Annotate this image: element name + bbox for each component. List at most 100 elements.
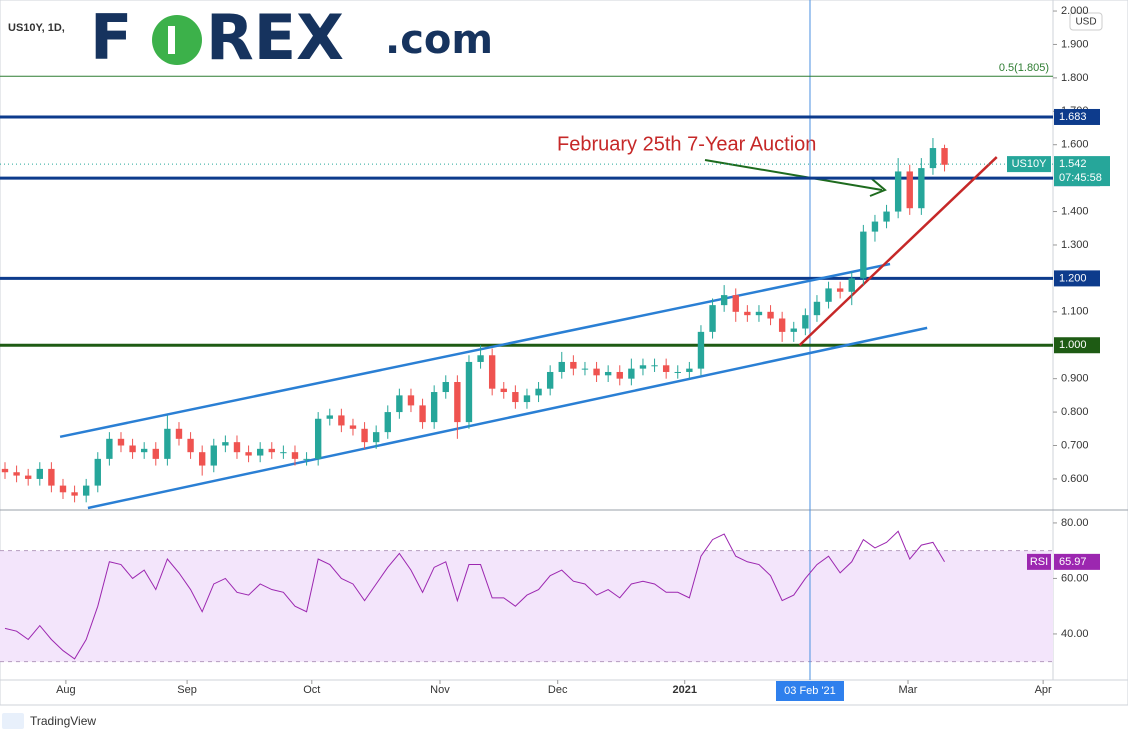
candle-body bbox=[349, 425, 357, 429]
candle-body bbox=[175, 428, 183, 439]
x-tick-label: Sep bbox=[177, 684, 197, 696]
level-tag bbox=[1054, 270, 1100, 287]
candle-body bbox=[419, 405, 426, 423]
candle-body bbox=[477, 355, 484, 362]
candle-body bbox=[187, 438, 194, 453]
y-tick-label: 0.700 bbox=[1061, 439, 1089, 451]
candle-body bbox=[802, 315, 809, 329]
candle-body bbox=[755, 311, 763, 316]
rsi-line bbox=[4, 530, 945, 660]
candle-body bbox=[686, 368, 693, 372]
candle-body bbox=[697, 331, 705, 369]
candle-body bbox=[558, 361, 565, 372]
candle-body bbox=[639, 365, 647, 369]
candle-body bbox=[210, 445, 217, 466]
candle-body bbox=[628, 368, 635, 379]
y-tick-label: 0.900 bbox=[1061, 373, 1089, 385]
candle-body bbox=[396, 395, 403, 413]
rsi-name-box bbox=[1027, 553, 1051, 570]
rsi-band bbox=[0, 550, 1053, 662]
candle-body bbox=[906, 171, 913, 209]
candle-body bbox=[465, 361, 473, 423]
logo-right: REX bbox=[206, 1, 344, 74]
y-tick-label: 1.300 bbox=[1061, 239, 1089, 251]
candle-body bbox=[303, 458, 310, 460]
candle-body bbox=[106, 438, 113, 459]
countdown: 07:45:58 bbox=[1059, 172, 1102, 184]
candle-body bbox=[720, 295, 728, 306]
candle-body bbox=[836, 288, 844, 292]
candle-body bbox=[860, 231, 867, 279]
level-tag-label: 1.200 bbox=[1059, 272, 1087, 284]
y-tick-label: 1.800 bbox=[1061, 72, 1089, 84]
candle-body bbox=[361, 428, 368, 443]
candle-body bbox=[372, 432, 380, 443]
candle-body bbox=[233, 442, 241, 453]
candle-body bbox=[314, 418, 322, 459]
candle-body bbox=[384, 412, 391, 433]
candle-body bbox=[338, 415, 345, 426]
rsi-tick-label: 60.00 bbox=[1061, 572, 1089, 584]
candle-body bbox=[36, 468, 43, 479]
candle-body bbox=[430, 392, 438, 423]
logo-suffix: .com bbox=[385, 17, 493, 63]
y-tick-label: 1.900 bbox=[1061, 38, 1089, 50]
rsi-name: RSI bbox=[1030, 556, 1048, 568]
level-tag bbox=[1054, 108, 1100, 125]
candle-body bbox=[941, 148, 948, 165]
y-tick-label: 1.400 bbox=[1061, 205, 1089, 217]
candle-body bbox=[732, 295, 739, 312]
annotation: February 25th 7-Year Auction bbox=[557, 133, 816, 155]
candle-body bbox=[929, 148, 937, 169]
candle-body bbox=[280, 452, 287, 454]
candle-body bbox=[813, 301, 821, 316]
candle-body bbox=[535, 388, 542, 396]
candle-body bbox=[744, 311, 751, 316]
x-tick-label: 2021 bbox=[672, 684, 696, 696]
candle-body bbox=[222, 442, 229, 446]
candle-body bbox=[48, 468, 55, 486]
candle-body bbox=[662, 365, 670, 372]
footer: TradingView bbox=[30, 714, 96, 728]
candle-body bbox=[164, 428, 171, 459]
x-tick-label: Oct bbox=[303, 684, 320, 696]
y-tick-label: 0.600 bbox=[1061, 473, 1089, 485]
x-tick-label: Mar bbox=[899, 684, 918, 696]
level-tag-label: 1.000 bbox=[1059, 339, 1087, 351]
arrow-head bbox=[869, 178, 887, 197]
candle-body bbox=[82, 485, 90, 496]
candle-body bbox=[129, 445, 136, 453]
x-tick-label: Nov bbox=[430, 684, 450, 696]
candle-body bbox=[442, 382, 449, 393]
arrow bbox=[704, 159, 887, 197]
currency-box bbox=[1069, 12, 1103, 31]
trendline bbox=[798, 156, 998, 347]
x-tick-label: Aug bbox=[56, 684, 76, 696]
crosshair-label: 03 Feb '21 bbox=[784, 685, 836, 697]
level-tag bbox=[1054, 337, 1100, 354]
candle-body bbox=[778, 318, 786, 332]
candle-body bbox=[523, 395, 531, 403]
y-tick-label: 1.100 bbox=[1061, 306, 1089, 318]
candle-body bbox=[674, 371, 681, 373]
last-value: 1.542 bbox=[1059, 158, 1087, 170]
candle-body bbox=[546, 371, 554, 389]
candle-body bbox=[790, 328, 797, 332]
logo-o bbox=[152, 15, 202, 65]
crosshair-label-box bbox=[775, 681, 844, 701]
candle-body bbox=[651, 365, 658, 367]
last-value-box bbox=[1054, 156, 1110, 187]
fib-label: 0.5(1.805) bbox=[999, 62, 1049, 74]
candle-body bbox=[593, 368, 600, 376]
x-tick-label: Dec bbox=[548, 684, 568, 696]
candle-body bbox=[59, 485, 67, 493]
candle-body bbox=[140, 448, 148, 453]
level-tag-label: 1.683 bbox=[1059, 111, 1087, 123]
candle-body bbox=[871, 221, 879, 232]
candle-body bbox=[117, 438, 125, 446]
candle-body bbox=[71, 492, 78, 496]
trendline bbox=[87, 326, 928, 510]
candle-body bbox=[883, 211, 890, 222]
